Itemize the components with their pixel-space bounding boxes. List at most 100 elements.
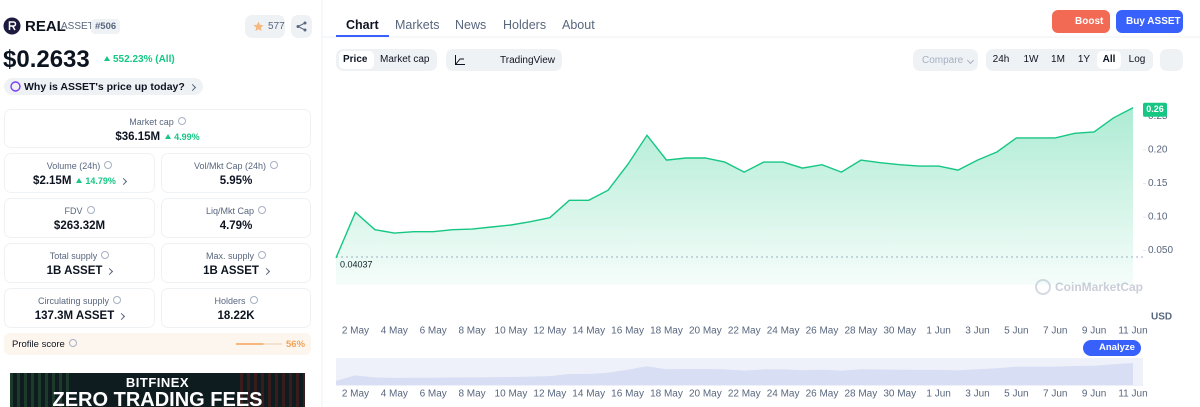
x-tick-label: 2 May [342, 326, 369, 337]
tab[interactable]: Markets [395, 18, 440, 32]
y-tick-label: 0.050 [1148, 245, 1173, 256]
range-button[interactable]: Log [1124, 51, 1150, 69]
ad-decor [240, 373, 305, 407]
stat-label-row: Holders [162, 296, 310, 306]
navigator-label: 18 May [650, 389, 683, 400]
currency: USD [1151, 312, 1172, 323]
x-tick-label: 5 Jun [1004, 326, 1028, 337]
stat-label-row: FDV [5, 206, 154, 216]
navigator-label: 20 May [689, 389, 722, 400]
stat-value: $2.15M [33, 175, 72, 187]
navigator-label: 10 May [495, 389, 528, 400]
navigator-label: 28 May [844, 389, 877, 400]
price: $0.2633 [3, 46, 90, 73]
mode-button[interactable]: Price [339, 51, 374, 69]
y-tick-label: 0.10 [1148, 212, 1168, 223]
x-tick-label: 24 May [767, 326, 800, 337]
stat-box: Volume (24h) $2.15M 14.79% [4, 153, 155, 193]
stat-value-row: 1B ASSET [5, 265, 154, 277]
line-icon [455, 55, 465, 65]
x-tick-label: 11 Jun [1118, 326, 1147, 337]
share-icon [296, 21, 307, 32]
last-price-label: 0.26 [1146, 104, 1164, 114]
boost-text: Boost [1075, 16, 1104, 27]
stat-label-row: Total supply [5, 251, 154, 261]
why-text: Why is ASSET's price up today? [24, 81, 185, 93]
x-tick-label: 28 May [844, 326, 877, 337]
x-tick-label: 10 May [495, 326, 528, 337]
stat-label: Max. supply [205, 251, 255, 261]
why-link[interactable]: Why is ASSET's price up today? [4, 78, 203, 95]
mode-text: Market cap [380, 54, 430, 65]
range-text: Log [1128, 54, 1146, 65]
navigator-label: 4 May [381, 389, 408, 400]
tradingview[interactable]: TradingView [500, 55, 556, 66]
tab[interactable]: About [562, 18, 595, 32]
range-text: 1W [1023, 54, 1039, 65]
share-button[interactable] [291, 15, 312, 38]
x-tick-label: 14 May [572, 326, 605, 337]
line [335, 107, 1134, 259]
navigator-label: 6 May [420, 389, 447, 400]
y-tick-label: 0.15 [1148, 178, 1168, 189]
x-tick-label: 12 May [533, 326, 566, 337]
mode-button[interactable]: Market cap [376, 51, 440, 69]
x-tick-label: 6 May [420, 326, 447, 337]
tab[interactable]: Chart [346, 18, 379, 32]
buy-text: Buy ASSET [1126, 16, 1181, 27]
ad-banner[interactable]: BITFINEX ZERO TRADING FEES [10, 373, 305, 407]
tab[interactable]: Holders [503, 18, 547, 32]
stat-label: Holders [214, 296, 246, 306]
stat-value-row: $263.32M [5, 220, 154, 232]
x-tick-label: 1 Jun [926, 326, 950, 337]
stat-box: Total supply 1B ASSET [4, 243, 155, 283]
compare-button[interactable]: Compare [913, 49, 978, 71]
stat-label: Circulating supply [37, 296, 110, 306]
navigator-label: 8 May [458, 389, 485, 400]
stat-change: 14.79% [76, 176, 116, 186]
navigator-label: 14 May [572, 389, 605, 400]
buy-button[interactable]: Buy ASSET [1116, 10, 1183, 33]
ad-brand: BITFINEX [125, 375, 190, 390]
price-change-text: 552.23% (All) [113, 54, 175, 65]
rank-badge: #506 [91, 19, 121, 34]
stat-box: Max. supply 1B ASSET [161, 243, 311, 283]
watchlist-count: 577 [268, 21, 285, 32]
watchlist-button[interactable]: 577 [245, 15, 285, 38]
star-icon [253, 21, 264, 32]
stat-value-row: $2.15M 14.79% [5, 175, 154, 187]
profile-bar [236, 343, 282, 345]
tv-group: TradingView [446, 49, 562, 71]
navigator-label: 12 May [533, 389, 566, 400]
stat-box: FDV $263.32M [4, 198, 155, 238]
stat-value: $263.32M [53, 220, 106, 232]
stat-label-row: Circulating supply [5, 296, 154, 306]
tab[interactable]: News [455, 18, 487, 32]
range-button[interactable]: 1Y [1072, 51, 1096, 69]
navigator-label: 3 Jun [965, 389, 989, 400]
range-button[interactable]: 1W [1019, 51, 1043, 69]
boost-button[interactable]: Boost [1052, 10, 1110, 33]
settings-button[interactable] [1160, 49, 1183, 71]
stat-value: 18.22K [217, 310, 255, 322]
stat-value: 4.79% [219, 220, 253, 232]
x-tick-label: 18 May [650, 326, 683, 337]
range-button[interactable]: All [1097, 51, 1121, 69]
chat-icon [10, 81, 21, 92]
area [336, 107, 1133, 285]
stat-label: Total supply [49, 251, 98, 261]
range-button[interactable]: 1M [1046, 51, 1070, 69]
logo [3, 17, 21, 35]
profile-score: Profile score 56% [4, 333, 311, 355]
y-tick-label: 0.20 [1148, 145, 1168, 156]
analyze-button[interactable]: Analyze [1083, 340, 1146, 356]
range-button[interactable]: 24h [989, 51, 1013, 69]
coin-name: REAL [25, 18, 66, 35]
navigator-label: 9 Jun [1082, 389, 1106, 400]
stat-value-row: 1B ASSET [162, 265, 310, 277]
stat-label-row: Market cap [5, 117, 310, 127]
stat-value-row: 4.79% [162, 220, 310, 232]
stat-label: Market cap [129, 117, 174, 127]
